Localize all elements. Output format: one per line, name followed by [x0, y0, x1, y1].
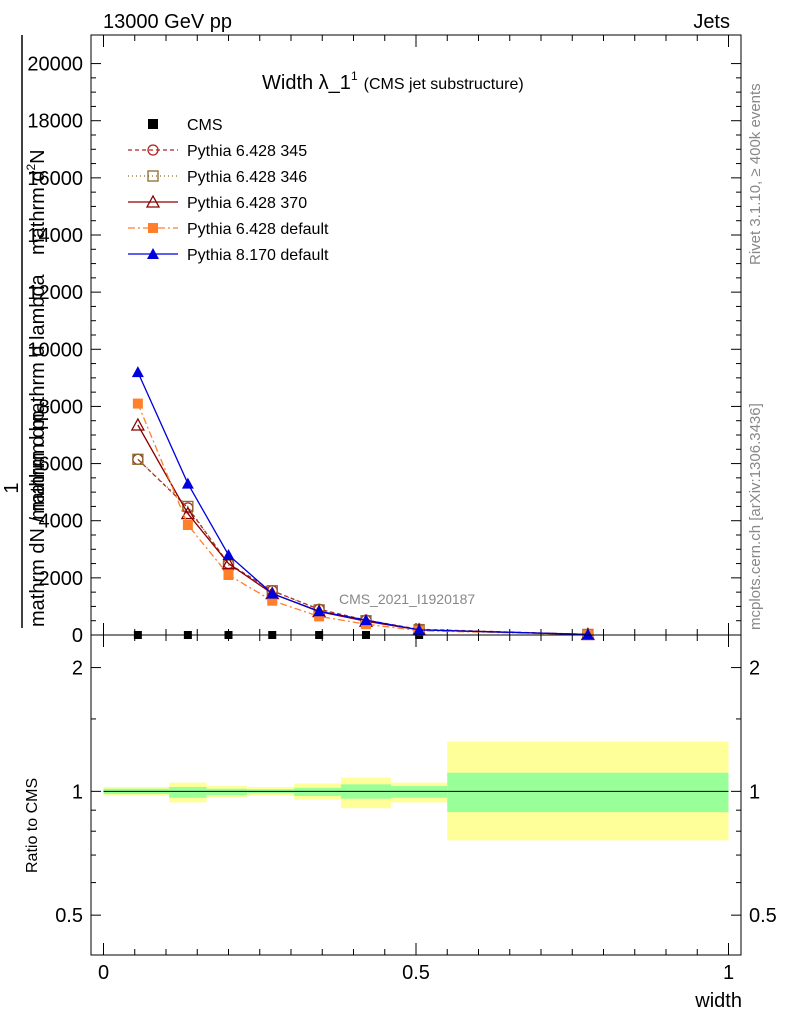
- x-tick-label: 0.5: [402, 962, 430, 984]
- ratio-y-tick-label-right: 1: [749, 781, 760, 803]
- data-point: [131, 366, 144, 378]
- data-point: [132, 398, 143, 409]
- legend: CMS Pythia 6.428 345 Pythia 6.428 346 Pythi…: [128, 117, 329, 264]
- ylabel-dn: mathrm dN / mathrm d p: [27, 410, 49, 627]
- header-right: Jets: [693, 11, 730, 33]
- legend-label: Pythia 6.428 345: [187, 143, 307, 160]
- data-point: [313, 605, 326, 617]
- header-left: 13000 GeV pp: [103, 11, 232, 33]
- ylabel-dlambda-text: mathrm d lambda: [27, 274, 49, 430]
- legend-entry: Pythia 6.428 default: [128, 221, 329, 238]
- y-tick-label: 0: [72, 625, 83, 647]
- legend-entry: Pythia 6.428 370: [128, 194, 307, 212]
- ylabel-bottom: mathrm dN / mathrm d pT: [27, 402, 52, 627]
- main-plot: 0 2000 4000 6000 8000 10000 12000 14000 16000 180…: [27, 34, 742, 647]
- chart-title-main: Width λ_1: [262, 72, 351, 94]
- data-point: [581, 628, 594, 640]
- chart-title-sub: (CMS jet substructure): [364, 76, 524, 93]
- main-y-ticks: 0 2000 4000 6000 8000 10000 12000 14000 16000 180…: [27, 54, 741, 647]
- data-point: [181, 477, 194, 489]
- series-line: [137, 371, 588, 636]
- legend-label: CMS: [187, 117, 223, 134]
- series-5: [131, 366, 594, 640]
- ratio-y-ticks: 0.5 0.5 1 1 2 2: [55, 658, 777, 928]
- data-point: [267, 595, 278, 606]
- legend-marker: [145, 194, 161, 208]
- y-tick-label: 4000: [39, 511, 84, 533]
- ratio-band-inner: [169, 786, 207, 798]
- data-point: [132, 453, 144, 465]
- ylabel-dlambda: mathrm d lambda: [27, 274, 49, 430]
- data-point: [223, 570, 234, 580]
- chart-title-sup: 1: [351, 69, 358, 83]
- series-2: [132, 453, 594, 641]
- y-tick-label: 10000: [27, 339, 83, 361]
- y-tick-label: 8000: [39, 396, 84, 418]
- series-line: [137, 458, 588, 636]
- y-tick-label: 14000: [27, 225, 83, 247]
- legend-marker: [148, 223, 158, 233]
- legend-label: Pythia 8.170 default: [187, 247, 329, 264]
- ylabel-dp-text: mathrm d p: [27, 419, 49, 520]
- ylabel-top-sup: 2: [24, 164, 38, 171]
- data-point: [360, 614, 372, 626]
- legend-label: Pythia 6.428 default: [187, 221, 329, 238]
- ylabel-top-base: mathrm d: [27, 171, 49, 255]
- data-point: [180, 506, 195, 520]
- ylabel-one: 1: [1, 482, 23, 493]
- y-tick-label: 20000: [27, 54, 83, 76]
- series-line: [137, 403, 588, 636]
- ylabel-dp: mathrm d p: [27, 419, 49, 520]
- series-1: [132, 453, 594, 641]
- y-tick-label: 6000: [39, 454, 84, 476]
- data-point: [413, 623, 426, 635]
- legend-entry: Pythia 6.428 345: [128, 143, 307, 160]
- mcplots-label: mcplots.cern.ch [arXiv:1306.3436]: [747, 403, 764, 630]
- ratio-plot: 0.5 0.51 12 2 0 0.5 1: [55, 634, 777, 984]
- data-point: [130, 417, 145, 431]
- chart-title: Width λ_11 (CMS jet substructure): [262, 69, 524, 94]
- main-ylabel: mathrm d2N mathrm dN / mathrm d pT mathr…: [1, 35, 52, 628]
- ylabel-top-rest: N: [27, 149, 49, 163]
- legend-marker: [147, 248, 159, 259]
- data-point: [221, 556, 236, 570]
- y-tick-label: 18000: [27, 111, 83, 133]
- ylabel-sub: T: [38, 402, 52, 410]
- data-point: [222, 549, 235, 560]
- rivet-label: Rivet 3.1.10, ≥ 400k events: [747, 83, 764, 265]
- ratio-y-tick-label: 2: [72, 658, 83, 680]
- x-axis-label: width: [694, 990, 742, 1012]
- ratio-y-tick-label: 1: [72, 781, 83, 803]
- ratio-band-inner: [391, 786, 448, 798]
- ratio-y-tick-label: 0.5: [55, 905, 83, 927]
- legend-entry: Pythia 6.428 346: [128, 169, 307, 186]
- y-tick-label: 2000: [39, 568, 84, 590]
- x-tick-label: 0: [98, 962, 109, 984]
- ylabel-top: mathrm d2N: [24, 149, 49, 255]
- legend-marker: [148, 119, 158, 129]
- legend-marker: [147, 170, 159, 182]
- series-line: [137, 458, 588, 636]
- legend-entry: Pythia 8.170 default: [128, 247, 329, 264]
- legend-label: Pythia 6.428 370: [187, 195, 307, 212]
- y-tick-label: 12000: [27, 282, 83, 304]
- y-tick-label: 16000: [27, 168, 83, 190]
- x-tick-label: 1: [723, 962, 734, 984]
- ratio-x-ticks: 0 0.5 1: [98, 635, 734, 984]
- legend-entry: CMS: [148, 117, 223, 134]
- ratio-ylabel: Ratio to CMS: [24, 778, 41, 873]
- analysis-watermark: CMS_2021_I1920187: [339, 591, 475, 607]
- ratio-band-inner: [447, 772, 729, 813]
- ratio-bands: [103, 741, 729, 841]
- legend-label: Pythia 6.428 346: [187, 169, 307, 186]
- data-point: [314, 611, 325, 622]
- ratio-y-tick-label-right: 2: [749, 658, 760, 680]
- data-point: [182, 500, 194, 513]
- legend-marker: [147, 144, 159, 156]
- data-point: [266, 587, 279, 599]
- ratio-y-tick-label-right: 0.5: [749, 905, 777, 927]
- data-point: [182, 520, 193, 530]
